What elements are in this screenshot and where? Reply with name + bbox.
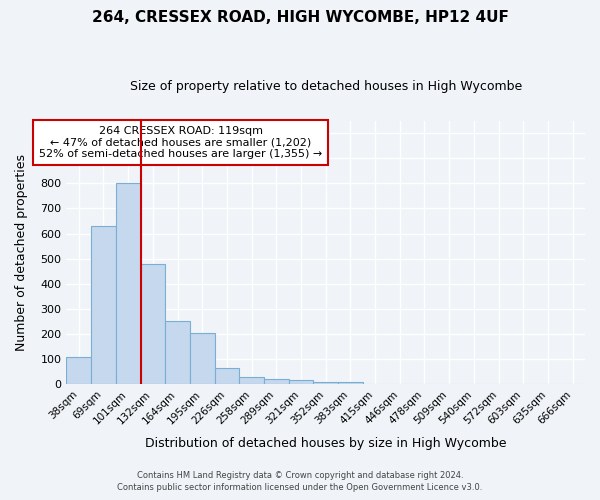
Y-axis label: Number of detached properties: Number of detached properties (15, 154, 28, 351)
Bar (313, 382, 338, 384)
Bar (215, 368, 239, 384)
Text: Contains HM Land Registry data © Crown copyright and database right 2024.
Contai: Contains HM Land Registry data © Crown c… (118, 471, 482, 492)
X-axis label: Distribution of detached houses by size in High Wycombe: Distribution of detached houses by size … (145, 437, 506, 450)
Title: Size of property relative to detached houses in High Wycombe: Size of property relative to detached ho… (130, 80, 522, 93)
Bar (239, 376, 264, 384)
Bar (190, 332, 215, 384)
Bar (338, 382, 363, 384)
Bar (67, 356, 91, 384)
Bar (91, 226, 116, 384)
Bar (264, 379, 289, 384)
Bar (140, 264, 165, 384)
Bar (289, 380, 313, 384)
Bar (116, 184, 140, 384)
Text: 264, CRESSEX ROAD, HIGH WYCOMBE, HP12 4UF: 264, CRESSEX ROAD, HIGH WYCOMBE, HP12 4U… (92, 10, 508, 25)
Bar (165, 322, 190, 384)
Text: 264 CRESSEX ROAD: 119sqm
← 47% of detached houses are smaller (1,202)
52% of sem: 264 CRESSEX ROAD: 119sqm ← 47% of detach… (39, 126, 322, 159)
